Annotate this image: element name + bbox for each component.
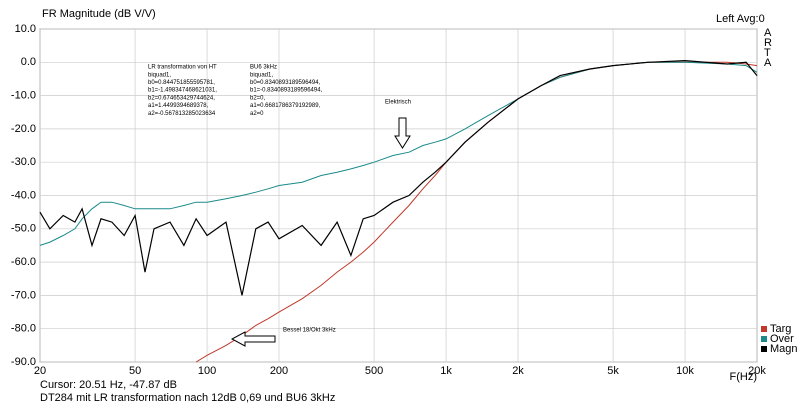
arrow-left [230,331,276,347]
annotation: a1=1.4499394689378, [148,103,209,109]
y-tick-label: -40.0 [11,189,36,201]
x-tick-label: 50 [129,365,141,377]
chart-title: FR Magnitude (dB V/V) [42,8,156,20]
legend-swatch [761,346,767,352]
y-tick-label: -70.0 [11,289,36,301]
y-tick-label: -20.0 [11,123,36,135]
annotation: LR transformation von HT [148,65,217,71]
y-tick-label: 10.0 [15,23,36,35]
y-tick-label: -10.0 [11,90,36,102]
legend-label: Targ [770,323,791,335]
x-tick-label: 20 [34,365,46,377]
annotation: b1=-0.8340893189596494, [250,88,323,94]
x-tick-label: 5k [607,365,619,377]
status: Left Avg:0 [716,13,765,25]
annotation: a1=0.6681786379192989, [250,103,321,109]
grid [39,28,758,363]
x-tick-label: 100 [198,365,216,377]
cursor: Cursor: 20.51 Hz, -47.87 dB [40,379,177,391]
annotation: BU6 3kHz [250,65,277,71]
x-tick-label: 10k [676,365,694,377]
annotation: biquad1, [148,72,171,78]
series-line [39,61,758,246]
y-tick-label: -50.0 [11,223,36,235]
annotation: biquad1, [250,72,273,78]
x-tick-label: 500 [365,365,383,377]
y-tick-label: -90.0 [11,356,36,368]
annotation: a2=-0.567813285023634 [148,111,216,117]
annotation: Bessel 18/Okt 3kHz [283,328,336,334]
legend-label: Over [770,333,794,345]
annotation: Elektrisch [385,100,411,106]
annotation: b2=0, [250,95,266,101]
x-axis-label: F(Hz) [730,371,758,383]
legend-swatch [761,326,767,332]
legend-swatch [761,336,767,342]
annotation: b0=0.8340893189596494, [250,80,321,86]
arrow-down [394,117,411,149]
y-tick-label: -80.0 [11,323,36,335]
legend-label: Magn [770,343,798,355]
y-tick-label: 0.0 [21,56,36,68]
footer: DT284 mit LR transformation nach 12dB 0,… [40,392,335,404]
x-tick-label: 1k [440,365,452,377]
annotations: LR transformation von HTbiquad1,b0=0.844… [148,65,411,334]
x-tick-label: 200 [270,365,288,377]
lines [39,59,758,363]
x-tick-label: 20k [748,365,766,377]
annotation: a2=0 [250,111,264,117]
x-tick-label: 2k [512,365,524,377]
series-line [39,59,758,296]
y-tick-label: -30.0 [11,156,36,168]
annotation: b1=-1.498347468621031, [148,88,217,94]
annotation: b2=0.674653429744624, [148,95,215,101]
y-tick-label: -60.0 [11,256,36,268]
annotation: b0=0.844751855595781, [148,80,215,86]
